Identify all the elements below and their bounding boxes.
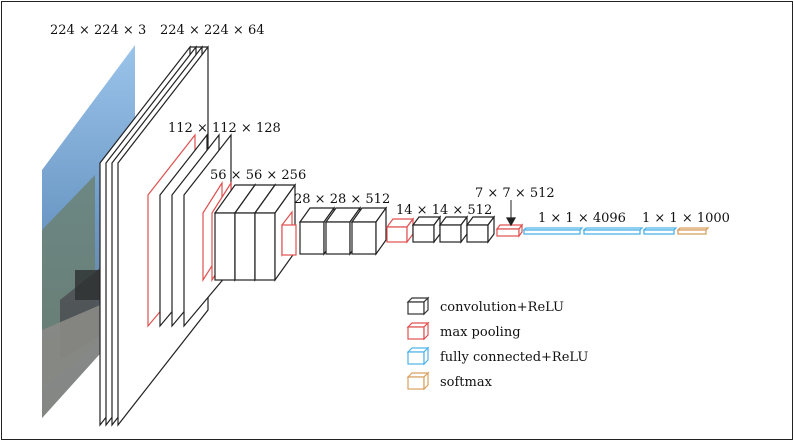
legend-label-conv: convolution+ReLU xyxy=(440,300,564,315)
dim-label-pool: 7 × 7 × 512 xyxy=(475,186,555,201)
conv-block-14 xyxy=(385,215,496,244)
legend-item-pool: max pooling xyxy=(406,321,521,341)
conv-block-56 xyxy=(202,180,297,283)
dim-label-input: 224 × 224 × 3 xyxy=(50,23,146,38)
dim-label-conv5: 14 × 14 × 512 xyxy=(396,203,492,218)
dim-label-softmax: 1 × 1 × 1000 xyxy=(642,211,730,226)
dim-label-conv2: 112 × 112 × 128 xyxy=(168,121,281,136)
legend-item-softmax: softmax xyxy=(406,371,493,391)
fc-layers xyxy=(522,227,678,235)
conv-block-112 xyxy=(147,133,232,328)
softmax-layer xyxy=(676,227,710,235)
legend-item-fc: fully connected+ReLU xyxy=(406,346,588,366)
legend-label-pool: max pooling xyxy=(440,325,521,340)
legend-item-conv: convolution+ReLU xyxy=(406,296,564,316)
dim-label-conv1: 224 × 224 × 64 xyxy=(160,23,264,38)
dim-label-conv4: 28 × 28 × 512 xyxy=(294,192,390,207)
pool-block-7 xyxy=(495,200,524,238)
dim-label-conv3: 56 × 56 × 256 xyxy=(210,168,306,183)
conv-block-28 xyxy=(281,206,388,257)
legend-label-softmax: softmax xyxy=(440,375,493,390)
dim-label-fc: 1 × 1 × 4096 xyxy=(538,211,626,226)
legend-label-fc: fully connected+ReLU xyxy=(440,350,588,365)
legend: convolution+ReLU max pooling fully conne… xyxy=(406,296,588,391)
